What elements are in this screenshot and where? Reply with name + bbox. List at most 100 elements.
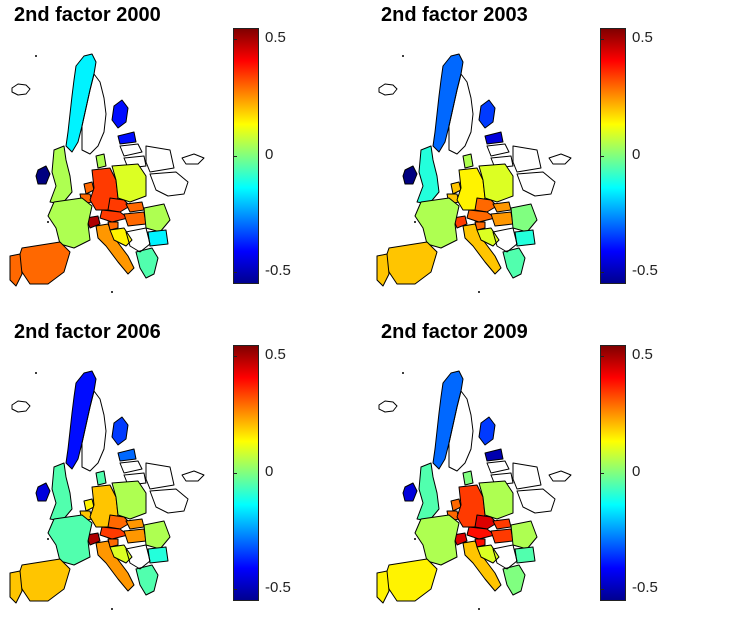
region-austria xyxy=(100,527,128,539)
panel-title: 2nd factor 2009 xyxy=(381,321,528,344)
region-ukraine xyxy=(517,489,555,513)
region-hungary xyxy=(491,212,513,226)
region-portugal xyxy=(377,254,389,286)
region-latvia xyxy=(120,461,142,473)
colorbar-tick-label: 0 xyxy=(632,463,640,480)
island-speck xyxy=(35,55,37,57)
colorbar-tick-label: 0.5 xyxy=(265,346,286,363)
region-austria xyxy=(467,210,495,222)
region-denmark xyxy=(463,154,473,168)
region-ukraine xyxy=(150,172,188,196)
island-speck xyxy=(35,372,37,374)
region-slovakia xyxy=(493,519,511,529)
colorbar-tick-label: 0.5 xyxy=(632,29,653,46)
island-speck xyxy=(414,221,416,223)
region-bulgaria xyxy=(148,547,168,563)
region-ireland xyxy=(403,166,417,184)
island-speck xyxy=(402,372,404,374)
colorbar-tick-label: -0.5 xyxy=(265,579,291,596)
region-hungary xyxy=(124,212,146,226)
region-ukraine xyxy=(150,489,188,513)
colorbar-tick-label: -0.5 xyxy=(632,579,658,596)
region-united-kingdom xyxy=(50,146,72,204)
region-norway xyxy=(66,54,96,152)
region-portugal xyxy=(377,571,389,603)
region-greece xyxy=(136,248,158,278)
colorbar-tick-mark xyxy=(233,39,237,40)
colorbar-tick-mark xyxy=(233,272,237,273)
island-speck xyxy=(111,291,113,293)
region-estonia xyxy=(485,449,503,461)
region-romania xyxy=(144,204,170,232)
region-romania xyxy=(144,521,170,549)
region-united-kingdom xyxy=(50,463,72,521)
region-latvia xyxy=(120,144,142,156)
region-greece xyxy=(503,565,525,595)
region-slovakia xyxy=(126,519,144,529)
region-belarus xyxy=(513,463,541,489)
region-norway xyxy=(66,371,96,469)
colorbar-tick-mark xyxy=(233,356,237,357)
region-france xyxy=(48,198,92,248)
region-france xyxy=(48,515,92,565)
island-speck xyxy=(111,608,113,610)
region-greece xyxy=(503,248,525,278)
colorbar-tick-label: 0.5 xyxy=(632,346,653,363)
region-austria xyxy=(100,210,128,222)
colorbar-tick-mark xyxy=(600,356,604,357)
island-speck xyxy=(414,538,416,540)
region-norway xyxy=(433,371,463,469)
map-panel-2000: 2nd factor 2000 0.5 0 -0.5 xyxy=(0,0,366,316)
region-estonia xyxy=(485,132,503,144)
region-slovakia xyxy=(126,202,144,212)
region-united-kingdom xyxy=(417,146,439,204)
map-panel-2009: 2nd factor 2009 0.5 0 -0.5 xyxy=(367,317,733,633)
colorbar-tick-mark xyxy=(233,473,237,474)
region-united-kingdom xyxy=(417,463,439,521)
europe-map xyxy=(0,351,230,621)
region-cyprus xyxy=(182,471,204,481)
panel-title: 2nd factor 2003 xyxy=(381,4,528,27)
region-ireland xyxy=(36,483,50,501)
region-iceland xyxy=(379,84,397,95)
region-denmark xyxy=(96,471,106,485)
colorbar-tick-label: -0.5 xyxy=(632,262,658,279)
region-spain xyxy=(18,242,70,284)
colorbar-tick-label: 0.5 xyxy=(265,29,286,46)
region-iceland xyxy=(12,84,30,95)
region-ireland xyxy=(36,166,50,184)
colorbar-tick-label: -0.5 xyxy=(265,262,291,279)
region-belarus xyxy=(513,146,541,172)
region-norway xyxy=(433,54,463,152)
region-romania xyxy=(511,521,537,549)
colorbar-tick-mark xyxy=(600,473,604,474)
map-panel-2003: 2nd factor 2003 0.5 0 -0.5 xyxy=(367,0,733,316)
region-greece xyxy=(136,565,158,595)
region-hungary xyxy=(124,529,146,543)
region-cyprus xyxy=(549,154,571,164)
region-estonia xyxy=(118,449,136,461)
region-slovakia xyxy=(493,202,511,212)
region-finland xyxy=(479,100,495,128)
region-finland xyxy=(112,417,128,445)
region-france xyxy=(415,515,459,565)
region-latvia xyxy=(487,461,509,473)
colorbar-tick-mark xyxy=(600,156,604,157)
region-bulgaria xyxy=(148,230,168,246)
region-hungary xyxy=(491,529,513,543)
region-romania xyxy=(511,204,537,232)
region-bulgaria xyxy=(515,230,535,246)
region-ireland xyxy=(403,483,417,501)
region-estonia xyxy=(118,132,136,144)
panel-title: 2nd factor 2006 xyxy=(14,321,161,344)
colorbar-tick-label: 0 xyxy=(265,463,273,480)
region-denmark xyxy=(96,154,106,168)
region-belarus xyxy=(146,463,174,489)
region-france xyxy=(415,198,459,248)
colorbar-tick-mark xyxy=(233,156,237,157)
europe-map xyxy=(367,34,597,304)
region-finland xyxy=(112,100,128,128)
region-portugal xyxy=(10,254,22,286)
region-iceland xyxy=(12,401,30,412)
region-finland xyxy=(479,417,495,445)
